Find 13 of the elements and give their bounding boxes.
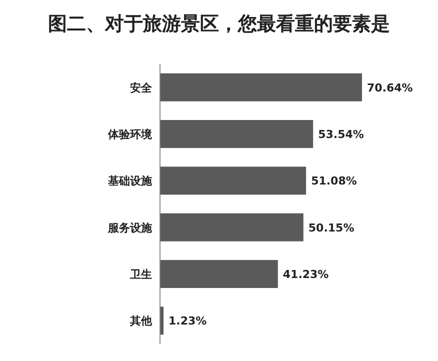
data-label: 53.54%	[318, 128, 364, 141]
data-label: 50.15%	[308, 221, 354, 234]
y-tick-label: 基础设施	[107, 174, 153, 188]
data-label: 51.08%	[311, 174, 357, 188]
y-tick-label: 服务设施	[107, 221, 153, 234]
y-tick-label: 安全	[130, 81, 153, 94]
y-tick-label: 卫生	[129, 268, 152, 281]
y-tick-label: 其他	[129, 314, 153, 328]
data-label: 70.64%	[367, 81, 413, 94]
y-tick-label: 体验环境	[107, 128, 153, 141]
data-label: 41.23%	[282, 268, 329, 281]
data-label: 1.23%	[168, 314, 207, 328]
chart-title: 图二、对于旅游景区，您最看重的要素是	[48, 13, 390, 35]
